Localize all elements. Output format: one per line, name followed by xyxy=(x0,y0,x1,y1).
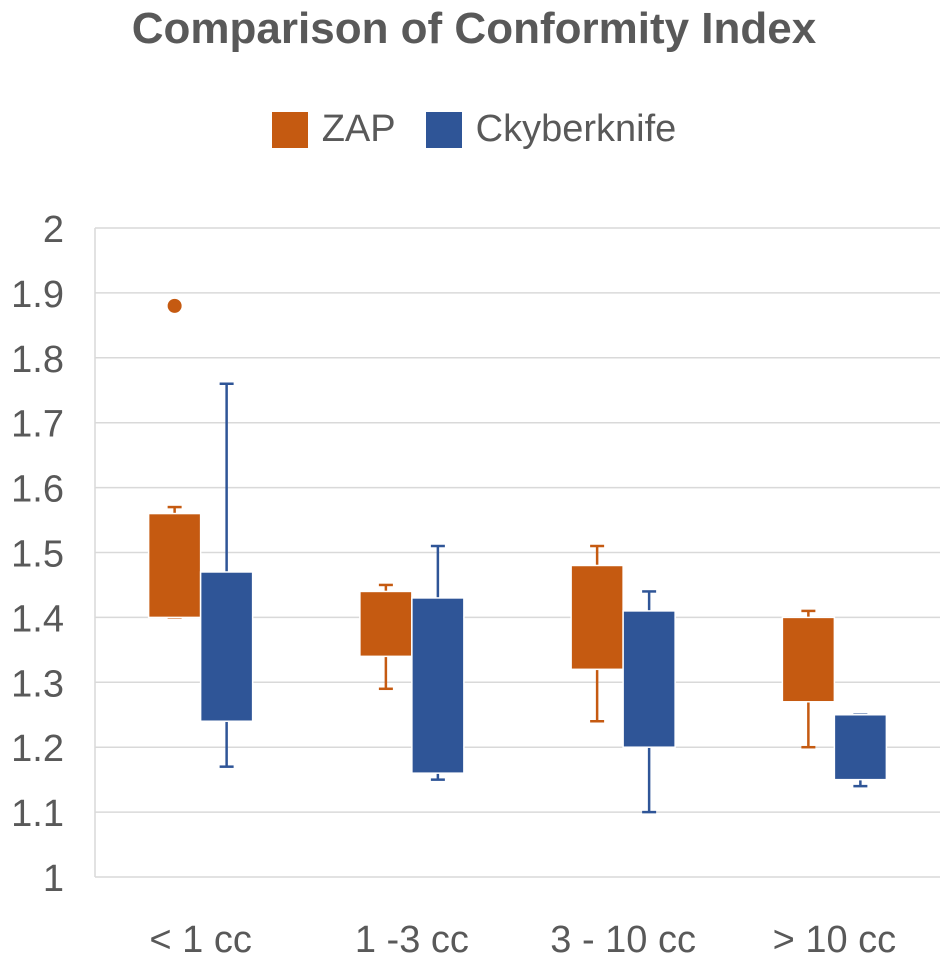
y-tick-label: 1.5 xyxy=(11,534,64,576)
legend: ZAP Ckyberknife xyxy=(0,108,948,151)
box-body xyxy=(411,597,465,774)
x-tick-label: < 1 cc xyxy=(149,919,251,961)
y-tick-label: 1.1 xyxy=(11,793,64,835)
y-tick-label: 1.3 xyxy=(11,663,64,705)
box-body xyxy=(781,616,836,703)
box-1-2 xyxy=(622,590,676,814)
y-tick-label: 1.8 xyxy=(11,339,64,381)
legend-entry-cyberknife: Ckyberknife xyxy=(425,108,677,151)
x-tick-label: > 10 cc xyxy=(773,919,897,961)
box-1-0 xyxy=(199,382,254,768)
y-tick-label: 1.9 xyxy=(11,274,64,316)
legend-label-zap: ZAP xyxy=(321,108,396,150)
x-tick-label: 1 -3 cc xyxy=(355,919,469,961)
box-body xyxy=(833,714,888,781)
outlier-point xyxy=(167,298,182,313)
y-tick-label: 1.7 xyxy=(11,404,64,446)
y-tick-label: 1 xyxy=(43,858,64,900)
box-body xyxy=(199,571,254,722)
box-body xyxy=(359,590,413,658)
box-body xyxy=(570,564,624,671)
box-1-3 xyxy=(833,713,888,788)
legend-swatch-cyberknife xyxy=(425,111,462,148)
y-tick-label: 1.2 xyxy=(11,728,64,770)
box-1-1 xyxy=(411,544,465,781)
box-body xyxy=(147,512,202,619)
legend-swatch-zap xyxy=(271,111,308,148)
chart-title: Comparison of Conformity Index xyxy=(131,4,817,53)
y-tick-label: 1.6 xyxy=(11,469,64,511)
legend-entry-zap: ZAP xyxy=(271,108,396,151)
box-0-1 xyxy=(359,583,413,691)
box-0-3 xyxy=(781,609,836,749)
legend-label-cyberknife: Ckyberknife xyxy=(475,108,677,150)
y-tick-label: 1.4 xyxy=(11,598,64,640)
y-tick-label: 2 xyxy=(43,209,64,251)
box-0-2 xyxy=(570,544,624,723)
x-tick-label: 3 - 10 cc xyxy=(550,919,696,961)
box-0-0 xyxy=(147,298,202,619)
box-body xyxy=(622,610,676,748)
